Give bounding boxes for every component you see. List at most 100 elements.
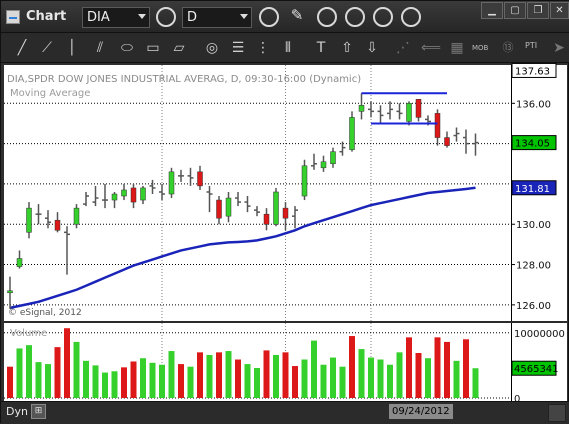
dyn-label[interactable]: Dyn [6,405,28,418]
volume-bar [301,359,308,398]
moving-average-line [9,186,476,310]
arrow-up-tool-icon[interactable]: ⇧ [341,40,353,56]
candle-body [406,103,412,122]
volume-bar [178,364,184,398]
candle-body [73,207,80,225]
pencil-icon[interactable]: ✎ [290,6,304,24]
volume-bar [396,352,403,398]
volume-bar [83,360,89,398]
volume-title: Volume [10,328,48,339]
help-icon[interactable] [401,7,421,27]
candle-body [330,151,336,165]
candle-body [320,161,327,169]
volume-bar [358,349,365,398]
pitchfork-tool-icon[interactable]: ⋰ [396,40,410,56]
candle-body [225,197,232,217]
title-bar: Chart DIA D ✎ ▁ ▢ ❐ ✕ [1,1,569,33]
rectangle-tool-icon[interactable]: ▭ [146,40,160,56]
price-label-box [511,135,557,151]
price-axis[interactable] [511,65,567,401]
volume-bar [73,341,80,398]
volume-bar [64,328,70,398]
volume-bar [320,364,327,398]
arrow-right-tool-icon[interactable]: ➤ [553,40,565,56]
resize-grip[interactable] [548,404,566,422]
candle-body [168,171,175,195]
volume-bar [263,350,270,398]
candle-body [26,207,32,233]
candle-body [444,137,450,146]
trend-line-tool-icon[interactable]: ╱ [17,40,27,56]
price-tick-label: 126.00 [516,301,551,312]
volume-bar [102,372,108,398]
play-icon[interactable] [345,7,365,27]
maximize-button[interactable]: ▢ [504,2,526,19]
volume-bar [339,366,346,398]
volume-bar [463,339,469,398]
pane-separator[interactable] [4,321,567,323]
refresh-icon[interactable] [317,7,337,27]
cursor-icon[interactable] [373,7,393,27]
candle-body [130,187,137,203]
volume-bar [216,352,222,398]
volume-bar [159,364,165,398]
volume-bar [244,364,251,398]
minimize-button[interactable]: ▁ [481,2,503,19]
candle-body [140,187,146,201]
gear-icon[interactable] [156,7,176,27]
volume-bar [415,353,422,398]
chevron-down-icon[interactable] [240,14,248,19]
copyright-label: © eSignal, 2012 [8,308,82,318]
price-label-text: 134.05 [515,139,550,150]
cycle-tool-icon[interactable]: ◎ [205,40,219,56]
window-title: Chart [26,9,67,24]
ray-tool-icon[interactable]: ⟋ [42,40,52,56]
speed-line-tool-icon[interactable]: ⟸ [421,40,442,56]
chart-app-icon [6,10,20,24]
channel-tool-icon[interactable]: ▱ [173,40,185,56]
volume-bar [130,361,137,398]
volume-bar [387,364,393,398]
horizontal-lines-tool-icon[interactable]: ☰ [231,40,245,56]
price-tick-label: 136.00 [516,99,551,110]
mob-tool-icon[interactable]: MOB [472,44,489,52]
volume-bar [149,362,156,398]
vertical-line-tool-icon[interactable]: │ [67,40,77,56]
volume-bar [111,371,118,398]
text-tool-icon[interactable]: T [316,40,326,56]
fibonacci-tool-icon[interactable]: ⫽ [96,40,104,56]
interval-value: D [187,10,198,25]
candle-body [16,258,23,267]
price-tick-label: 130.00 [516,220,551,231]
candle-body [301,165,308,197]
candle-body [273,191,279,225]
pti-tool-icon[interactable]: PTI [525,41,538,50]
arrow-down-tool-icon[interactable]: ⇩ [366,40,378,56]
ellipse-tool-icon[interactable]: ⬭ [121,40,133,56]
bottom-bar: Dyn ⊞ 09/24/2012 [1,401,569,424]
ellipse-13-tool-icon[interactable]: ⑬ [502,41,514,54]
restore-button[interactable]: ❐ [527,2,549,19]
volume-bar [235,359,241,398]
clock-icon[interactable] [259,7,279,27]
volume-bar [45,364,51,398]
volume-bar [16,348,23,398]
price-label-box [511,62,557,78]
candle-body [263,213,270,225]
volume-bar [282,352,289,398]
chevron-down-icon[interactable] [138,14,146,19]
grid-tool-icon[interactable]: ▦ [450,40,464,56]
volume-bar [26,345,32,398]
symbol-input[interactable]: DIA [82,7,150,28]
volume-tick-label: 10000000 [514,329,565,340]
candle-body [434,113,441,138]
volume-bar [187,366,194,398]
dyn-toggle-icon[interactable]: ⊞ [31,404,46,419]
gann-tool-icon[interactable]: ⋮ [256,40,270,56]
interval-input[interactable]: D [182,7,252,28]
cursor-date-tag: 09/24/2012 [389,404,453,419]
price-label-text: 137.63 [515,66,550,77]
candle-body [358,105,365,112]
vertical-lines-tool-icon[interactable]: ⦀ [284,40,292,56]
